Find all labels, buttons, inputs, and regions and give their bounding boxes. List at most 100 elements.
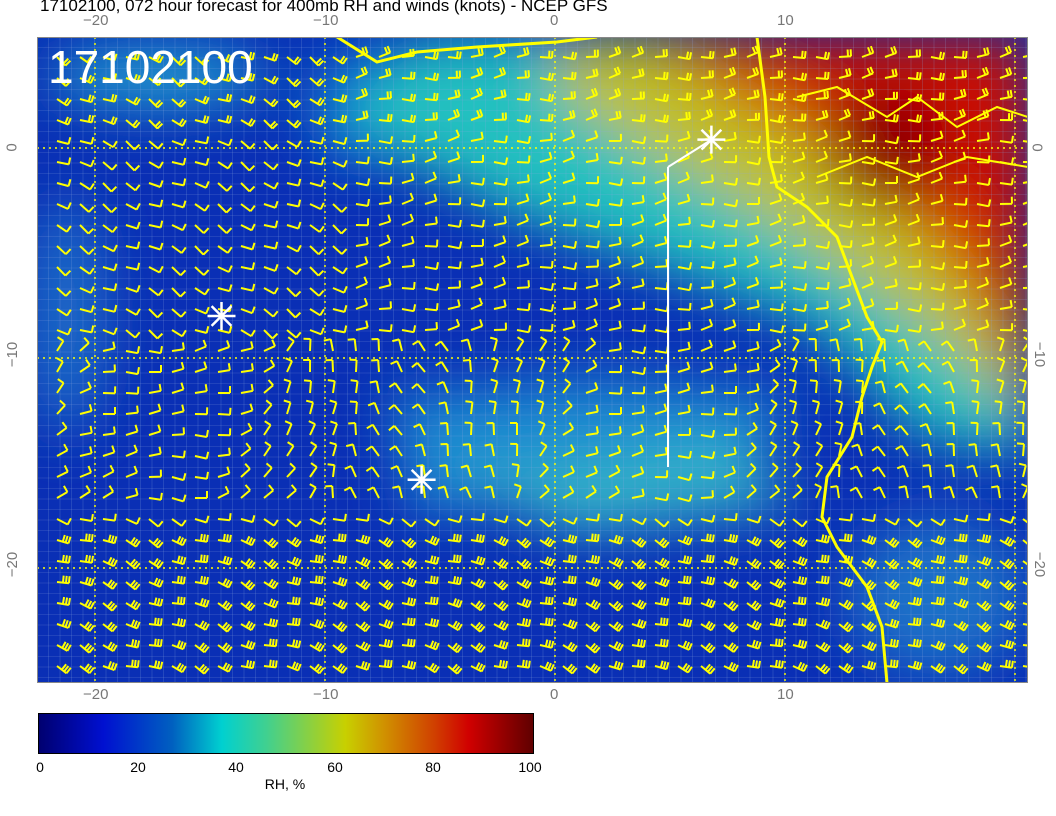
wind-barb: [921, 443, 932, 457]
wind-barb: [447, 108, 461, 121]
wind-barb: [990, 443, 1001, 457]
wind-barb: [723, 427, 737, 436]
wind-barb: [1022, 54, 1028, 58]
wind-barb: [56, 663, 72, 675]
wind-barb: [435, 360, 449, 373]
wind-barb: [746, 177, 761, 186]
wind-barb: [838, 220, 854, 229]
wind-barb: [700, 490, 714, 499]
wind-barb: [148, 220, 164, 229]
wind-barb: [539, 336, 548, 352]
wind-barb: [723, 109, 737, 121]
wind-barb: [79, 513, 94, 522]
wind-barb: [746, 235, 760, 247]
wind-barb: [769, 358, 781, 373]
wind-barb: [746, 536, 762, 547]
wind-barb: [946, 443, 955, 457]
wind-barb: [631, 444, 645, 457]
wind-barb: [171, 382, 185, 394]
wind-barb: [723, 513, 738, 522]
wind-barb: [746, 276, 760, 289]
wind-barb: [930, 92, 945, 101]
wind-barb: [516, 193, 530, 205]
wind-barb: [562, 663, 578, 675]
wind-barb: [922, 485, 932, 499]
wind-barb: [355, 600, 371, 612]
wind-barb: [976, 661, 992, 672]
wind-barb: [263, 518, 279, 527]
wind-barb: [436, 380, 449, 394]
wind-barb: [79, 533, 94, 543]
wind-barb: [217, 73, 233, 83]
wind-barb: [345, 443, 357, 457]
wind-barb: [56, 421, 68, 436]
wind-barb: [79, 337, 90, 352]
wind-barb: [677, 302, 692, 311]
wind-barb: [966, 464, 978, 478]
colorbar-label: 0: [36, 759, 44, 775]
wind-barb: [148, 424, 162, 436]
wind-barb: [976, 513, 991, 522]
wind-barb: [907, 153, 921, 163]
wind-barb: [263, 598, 279, 609]
wind-barb: [194, 339, 208, 352]
wind-barb: [654, 557, 670, 569]
wind-barb: [309, 327, 325, 336]
wind-barb: [125, 579, 141, 591]
wind-barb: [332, 245, 348, 255]
wind-barb: [723, 642, 739, 653]
wind-barb: [378, 45, 392, 58]
wind-barb: [79, 114, 95, 124]
wind-barb: [329, 441, 338, 457]
wind-barb: [997, 357, 1006, 373]
wind-barb: [654, 403, 668, 415]
wind-barb: [815, 71, 830, 80]
wind-barb: [536, 399, 545, 415]
wind-barb: [677, 640, 693, 651]
wind-barb: [516, 114, 532, 124]
wind-barb: [976, 621, 992, 633]
wind-barb: [608, 579, 624, 590]
wind-barb: [608, 298, 622, 310]
wind-barb: [654, 153, 668, 163]
wind-barb: [539, 596, 554, 606]
wind-barb: [994, 400, 1003, 415]
wind-barb: [125, 241, 141, 250]
wind-barb: [539, 113, 554, 122]
wind-barb: [769, 638, 784, 648]
wind-barb: [171, 596, 186, 606]
wind-barb: [1022, 221, 1028, 226]
wind-barb: [723, 446, 737, 457]
wind-barb: [585, 663, 601, 674]
wind-barb: [401, 557, 417, 569]
wind-barb: [286, 441, 295, 457]
wind-barb: [148, 329, 164, 340]
wind-barb: [585, 240, 600, 249]
wind-barb: [700, 451, 716, 460]
wind-barb: [871, 424, 886, 436]
wind-barb: [303, 337, 312, 352]
wind-barb: [171, 427, 185, 436]
wind-barb: [378, 136, 394, 145]
wind-barb: [922, 464, 932, 478]
wind-barb: [516, 46, 530, 58]
wind-barb: [493, 255, 507, 268]
wind-barb: [240, 363, 254, 373]
wind-barb: [976, 257, 990, 268]
wind-barb: [286, 462, 296, 478]
wind-barb: [171, 245, 187, 254]
wind-barb: [746, 362, 760, 373]
wind-barb: [171, 662, 187, 674]
wind-barb: [562, 400, 573, 415]
wind-barb: [654, 383, 668, 394]
wind-barb: [470, 513, 485, 522]
wind-barb: [125, 202, 141, 211]
wind-barb: [907, 114, 922, 123]
wind-barb: [56, 336, 65, 352]
wind-barb: [171, 287, 187, 298]
wind-barb: [332, 576, 348, 587]
wind-barb: [677, 473, 693, 482]
wind-barb: [56, 157, 72, 166]
wind-barb: [677, 193, 691, 205]
wind-barb: [401, 235, 415, 247]
